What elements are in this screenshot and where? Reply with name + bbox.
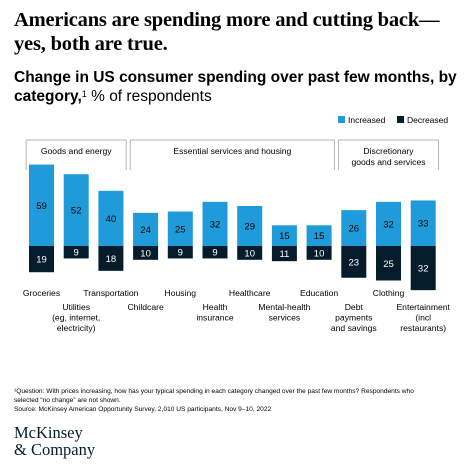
bar-increased <box>237 205 263 246</box>
category-label: Housing <box>165 288 197 298</box>
data-label-increased: 15 <box>314 231 325 242</box>
category-label: and savings <box>331 323 377 333</box>
footnote-question: ¹Question: With prices increasing, how h… <box>14 388 414 395</box>
bar-increased <box>167 211 193 246</box>
footnote: ¹Question: With prices increasing, how h… <box>14 387 464 414</box>
data-label-increased: 52 <box>71 206 82 217</box>
category-label: insurance <box>196 313 233 323</box>
bar-increased <box>98 190 124 246</box>
category-label: Health <box>203 302 228 312</box>
data-label-increased: 25 <box>175 224 186 235</box>
bar-increased <box>202 201 228 246</box>
category-label: Healthcare <box>229 288 271 298</box>
logo-line-1: McKinsey <box>14 423 83 442</box>
category-label: Groceries <box>23 288 60 298</box>
bar-decreased <box>133 246 159 260</box>
bar-decreased <box>202 246 228 259</box>
footnote-question-cont: selected “no change” are not shown. <box>14 397 121 404</box>
data-label-increased: 32 <box>383 219 394 230</box>
data-label-decreased: 9 <box>74 248 79 259</box>
data-label-increased: 24 <box>140 225 151 236</box>
bar-decreased <box>376 246 401 281</box>
bar-decreased <box>237 246 263 260</box>
category-label: Mental-health <box>258 302 310 312</box>
data-label-increased: 26 <box>349 224 360 235</box>
bar-increased <box>29 164 54 246</box>
data-label-decreased: 23 <box>349 257 360 268</box>
bar-increased <box>306 225 332 246</box>
data-label-increased: 15 <box>279 231 290 242</box>
category-label: Entertainment <box>396 302 450 312</box>
data-label-decreased: 18 <box>106 254 117 265</box>
data-label-decreased: 10 <box>140 248 151 259</box>
bar-increased <box>341 210 367 246</box>
data-label-increased: 29 <box>244 221 255 232</box>
data-label-decreased: 9 <box>212 248 217 259</box>
data-label-decreased: 25 <box>383 259 394 270</box>
data-label-decreased: 10 <box>314 248 325 259</box>
bar-increased <box>63 174 89 246</box>
data-label-decreased: 32 <box>418 264 429 275</box>
subtitle-bold: Change in US consumer spending over past… <box>14 69 457 105</box>
bar-decreased <box>63 246 89 259</box>
footnote-source: Source: McKinsey American Opportunity Su… <box>14 406 272 413</box>
headline: Americans are spending more and cutting … <box>14 9 440 55</box>
data-label-increased: 40 <box>106 214 117 225</box>
logo-line-2: & Company <box>14 440 96 459</box>
category-label: Clothing <box>373 288 405 298</box>
bar-decreased <box>167 246 193 259</box>
category-label: Childcare <box>127 302 164 312</box>
legend-swatch-decreased <box>397 116 404 123</box>
category-label: Debt <box>345 302 364 312</box>
category-label: services <box>269 313 301 323</box>
bar-decreased <box>98 246 124 271</box>
bar-decreased <box>271 246 297 262</box>
subtitle-unit: % of respondents <box>86 88 212 105</box>
bar-decreased <box>29 246 54 273</box>
bar-decreased <box>306 246 332 260</box>
group-label: Goods and energy <box>41 146 112 156</box>
legend-swatch-increased <box>338 116 345 123</box>
data-label-decreased: 11 <box>279 249 289 260</box>
category-label: payments <box>335 313 372 323</box>
category-label: Education <box>300 288 338 298</box>
bar-increased <box>376 201 401 246</box>
group-label: Essential services and housing <box>173 146 291 156</box>
data-label-decreased: 10 <box>244 248 255 259</box>
bar-increased <box>271 225 297 246</box>
footnote-marker: 1 <box>81 89 87 99</box>
group-label: goods and services <box>351 157 425 167</box>
data-label-increased: 59 <box>36 201 47 212</box>
chart-subtitle: Change in US consumer spending over past… <box>14 68 464 106</box>
spending-chart: Increased Decreased Goods and energy Essent… <box>23 115 451 333</box>
data-label-decreased: 19 <box>36 255 47 266</box>
legend-label-increased: Increased <box>348 115 386 125</box>
category-label: Transportation <box>83 288 138 298</box>
bar-increased <box>410 200 436 246</box>
legend-label-decreased: Decreased <box>407 115 448 125</box>
data-label-decreased: 9 <box>178 248 183 259</box>
category-label: electricity) <box>57 323 96 333</box>
bar-decreased <box>410 246 436 291</box>
bar-decreased <box>341 246 367 278</box>
category-label: Utilities <box>62 302 90 312</box>
group-label: Discretionary <box>363 146 414 156</box>
bar-increased <box>133 212 159 246</box>
data-label-increased: 33 <box>418 219 429 230</box>
category-label: restaurants) <box>400 323 446 333</box>
data-label-increased: 32 <box>210 219 221 230</box>
category-label: (eg, internet, <box>52 313 100 323</box>
category-label: (incl <box>415 313 431 323</box>
mckinsey-logo: McKinsey & Company <box>14 424 95 458</box>
